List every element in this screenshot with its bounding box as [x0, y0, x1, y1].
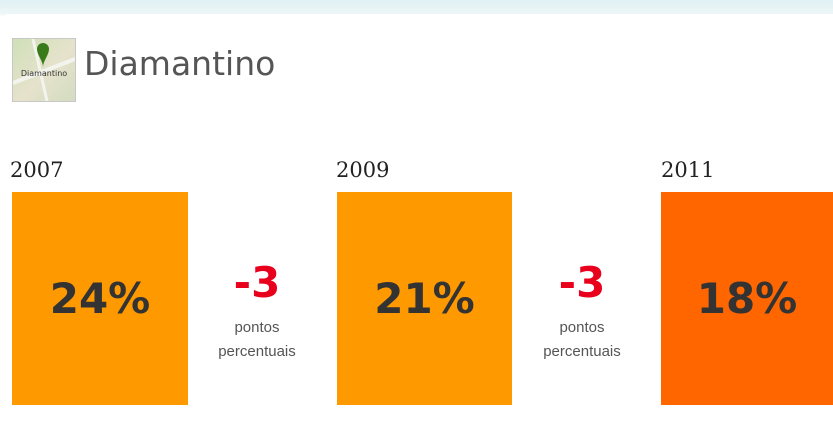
map-icon: Diamantino: [12, 38, 76, 102]
delta-unit: pontos percentuais: [543, 319, 621, 360]
delta-unit: pontos percentuais: [218, 319, 296, 360]
value-box: 18%: [661, 192, 833, 405]
value-box: 24%: [12, 192, 188, 405]
delta: -3: [233, 258, 281, 307]
value: 24%: [49, 274, 151, 323]
value: 21%: [374, 274, 475, 323]
year: 2007: [10, 158, 64, 182]
value-box: 21%: [337, 192, 512, 405]
icon-label: Diamantino: [20, 69, 68, 78]
title: Diamantino: [84, 44, 276, 83]
delta: -3: [558, 258, 606, 307]
map-graphic: [13, 39, 75, 101]
year: 2009: [336, 158, 390, 182]
value: 18%: [696, 274, 798, 323]
year: 2011: [661, 158, 715, 182]
